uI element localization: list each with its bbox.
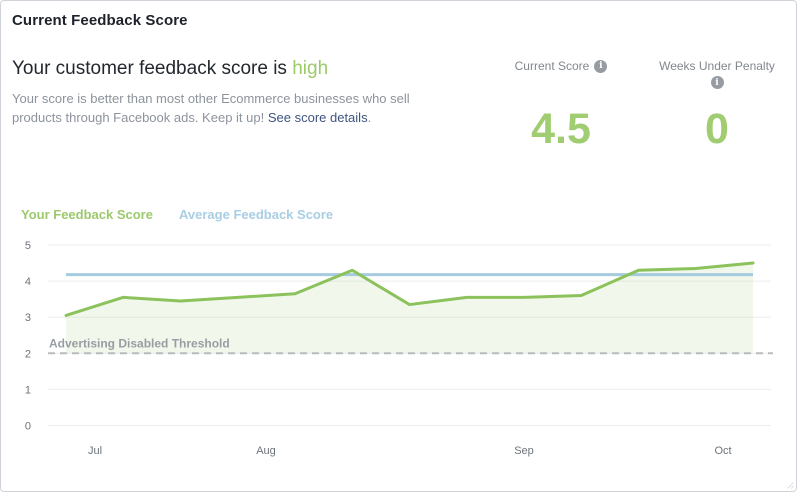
weeks-under-penalty-label: Weeks Under Penalty (659, 59, 775, 73)
y-tick-label: 1 (25, 384, 31, 396)
your-score-area (66, 263, 753, 354)
current-score-label: Current Score (514, 59, 590, 73)
resize-grip-icon[interactable] (784, 479, 794, 489)
info-icon[interactable]: i (710, 76, 724, 89)
weeks-under-penalty-value: 0 (705, 105, 729, 153)
summary-body-suffix: . (367, 110, 372, 125)
y-tick-label: 0 (25, 421, 31, 433)
current-score-value: 4.5 (531, 105, 591, 153)
current-score-header: Current Score i (486, 59, 636, 105)
y-tick-label: 4 (25, 276, 31, 288)
headline-text: Your customer feedback score is (12, 58, 293, 79)
legend-average-feedback-score: Average Feedback Score (179, 207, 334, 222)
see-score-details-link[interactable]: See score details (267, 110, 368, 125)
y-tick-label: 3 (25, 312, 31, 324)
threshold-label: Advertising Disabled Threshold (49, 336, 230, 350)
feedback-chart: 0 1 2 3 4 5 Advertising Disabled Threshold Jul A… (25, 240, 773, 457)
weeks-under-penalty-stat: Weeks Under Penalty i 0 (642, 59, 792, 153)
y-tick-label: 5 (25, 240, 31, 252)
x-tick-label: Aug (256, 445, 276, 457)
x-tick-label: Sep (514, 445, 534, 457)
current-score-stat: Current Score i 4.5 (486, 59, 636, 153)
x-tick-label: Jul (88, 445, 102, 457)
info-icon[interactable]: i (594, 60, 608, 73)
headline: Your customer feedback score is high (12, 58, 328, 80)
card-title: Current Feedback Score (12, 12, 188, 29)
x-tick-label: Oct (714, 445, 731, 457)
summary-body: Your score is better than most other Eco… (12, 89, 460, 127)
summary-body-text: Your score is better than most other Eco… (12, 91, 410, 125)
weeks-under-penalty-header: Weeks Under Penalty i (642, 59, 792, 105)
headline-highlight: high (292, 58, 329, 79)
y-tick-label: 2 (25, 348, 31, 360)
your-score-line (64, 261, 755, 317)
legend-your-feedback-score: Your Feedback Score (21, 207, 153, 222)
